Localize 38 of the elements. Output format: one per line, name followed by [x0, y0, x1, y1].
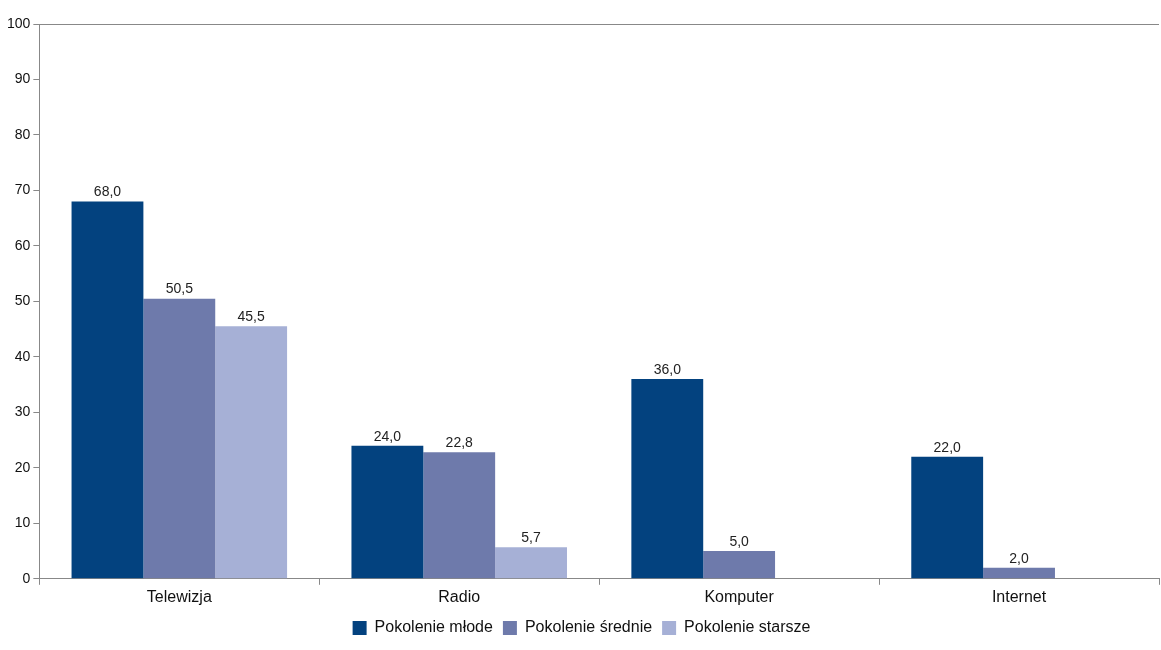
bar	[703, 551, 776, 579]
y-tick-label: 30	[14, 403, 31, 420]
bar	[423, 452, 496, 579]
data-label: 45,5	[237, 308, 265, 325]
data-label: 36,0	[653, 360, 682, 377]
data-label: 5,0	[729, 532, 750, 549]
data-label: 68,0	[93, 183, 122, 200]
data-label: 2,0	[1009, 549, 1029, 566]
bar	[143, 298, 216, 579]
data-label: 5,7	[521, 529, 542, 546]
x-tick-label: Radio	[438, 587, 481, 605]
y-tick-label: 10	[14, 514, 31, 531]
y-tick-label: 50	[14, 292, 31, 309]
bar	[631, 379, 704, 579]
y-tick-label: 40	[14, 347, 31, 364]
x-tick-label: Internet	[991, 587, 1047, 605]
data-label: 50,5	[165, 280, 194, 297]
x-tick-label: Komputer	[704, 587, 775, 605]
bar	[911, 456, 984, 579]
y-tick-label: 0	[22, 569, 31, 586]
y-tick-label: 100	[7, 14, 31, 31]
bar	[495, 547, 567, 579]
data-label: 22,0	[933, 438, 962, 455]
bar	[351, 445, 424, 579]
y-tick-label: 60	[14, 236, 31, 253]
x-tick-label: Telewizja	[146, 587, 212, 605]
bar	[215, 326, 288, 579]
y-tick-label: 20	[14, 458, 31, 475]
legend-label: Pokolenie młode	[374, 618, 494, 636]
bar	[71, 201, 144, 579]
y-tick-label: 80	[14, 125, 31, 142]
legend-label: Pokolenie starsze	[684, 618, 811, 636]
bar	[983, 567, 1055, 579]
data-label: 24,0	[373, 427, 402, 444]
y-tick-label: 70	[14, 181, 31, 198]
data-label: 22,8	[445, 434, 474, 451]
legend-label: Pokolenie średnie	[524, 618, 653, 636]
y-tick-label: 90	[14, 70, 31, 87]
